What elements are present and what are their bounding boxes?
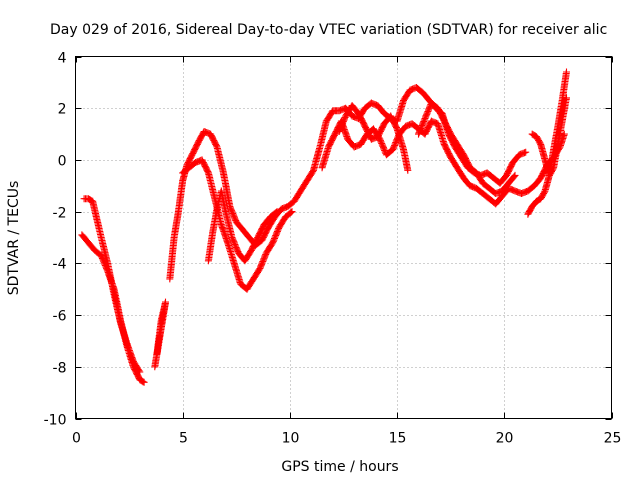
data-point-marker [390,143,398,151]
y-tick-label: -4 [53,257,67,273]
series-track-f [204,187,281,265]
y-axis-label: SDTVAR / TECUs [6,181,22,296]
data-point-marker [563,94,570,102]
series-track-c [151,298,169,371]
x-tick-label: 20 [496,431,514,447]
data-point-marker [273,208,281,216]
data-point-marker [230,238,238,246]
y-tick-label: 4 [58,51,67,67]
x-tick-label: 0 [72,431,81,447]
data-point-marker [420,116,428,124]
x-tick-label: 5 [179,431,188,447]
y-tick-label: -8 [53,361,67,377]
data-point-marker [337,123,345,131]
data-point-marker [287,209,295,216]
data-point-marker [404,166,412,174]
series-track-h [335,102,412,174]
x-tick-label: 15 [389,431,407,447]
series-track-b [80,195,144,376]
data-point-marker [415,129,423,137]
data-point-marker [269,237,277,245]
x-axis-label: GPS time / hours [281,459,398,475]
data-point-marker [336,125,344,133]
chart-title: Day 029 of 2016, Sidereal Day-to-day VTE… [50,22,607,38]
data-point-marker [288,208,296,216]
x-tick-label: 10 [282,431,300,447]
series-track-g [318,117,568,208]
y-tick-label: -10 [44,413,67,429]
data-point-marker [139,378,147,386]
data-point-marker [563,68,570,76]
series-track-k [528,94,570,179]
data-point-marker [416,127,424,135]
x-tick-label: 25 [604,431,622,447]
data-point-marker [511,171,519,179]
series-track-e [179,156,296,293]
data-point-marker [136,368,144,376]
data-point-marker [270,236,278,244]
data-point-marker [229,211,237,219]
series-track-i [415,99,519,197]
tick-layer: 0 5 10 15 20 25 -10 -8 -6 -4 -2 0 2 4 [44,51,622,447]
data-point-marker [260,255,268,263]
data-point-marker [522,148,530,156]
data-point-marker [153,350,161,358]
data-point-marker [259,256,267,264]
data-point-marker [272,209,280,216]
y-tick-label: -2 [53,206,67,222]
y-tick-label: -6 [53,309,67,325]
data-point-marker [391,141,399,149]
data-point-marker [135,367,143,375]
data-point-marker [140,378,148,386]
data-point-marker [510,173,518,181]
data-point-marker [549,165,557,173]
y-tick-label: 0 [58,154,67,170]
data-point-marker [421,115,429,123]
data-layer [78,68,570,386]
plot-frame [75,56,612,419]
y-tick-label: 2 [58,102,67,118]
